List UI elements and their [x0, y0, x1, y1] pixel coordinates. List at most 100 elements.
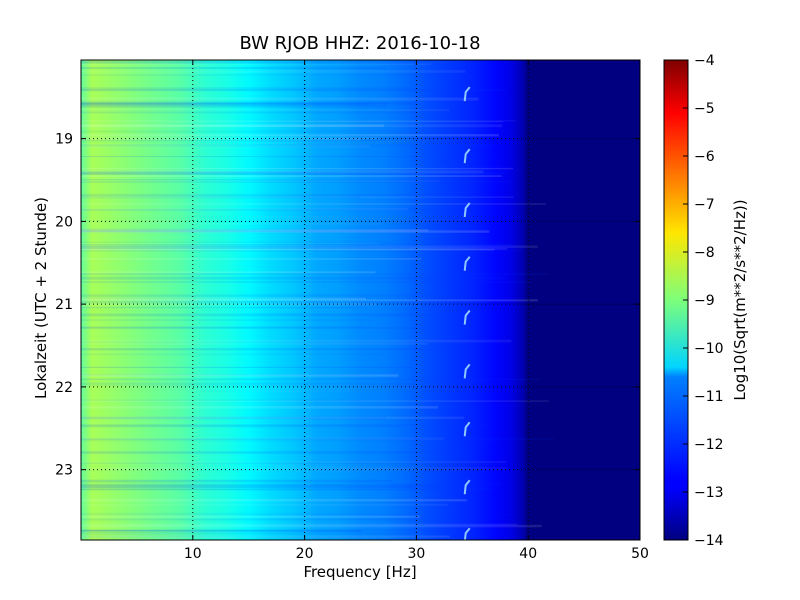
time-stripe: [81, 273, 548, 275]
time-stripe: [81, 467, 508, 470]
time-stripe: [81, 139, 390, 142]
time-stripe: [81, 529, 362, 533]
time-stripe: [81, 249, 523, 252]
time-stripe: [81, 382, 416, 386]
time-stripe: [81, 246, 410, 250]
time-stripe: [81, 180, 440, 182]
time-stripe: [81, 400, 549, 402]
spectrum-background: [81, 60, 640, 540]
time-stripe: [81, 297, 367, 300]
time-stripe: [81, 167, 514, 170]
time-stripe: [81, 276, 506, 280]
time-stripe: [81, 87, 411, 90]
line-artifact: [463, 148, 471, 164]
line-artifact: [463, 86, 471, 102]
time-stripe: [81, 499, 468, 502]
colorbar-ticks: −4 −5 −6 −7 −8 −9 −10 −11 −12 −13 −14: [683, 53, 724, 549]
time-stripe: [81, 109, 450, 111]
time-stripe: [81, 134, 499, 137]
time-stripe: [81, 293, 451, 296]
time-stripe: [81, 171, 506, 175]
time-stripe: [81, 172, 492, 175]
time-stripe: [81, 503, 449, 506]
time-stripe: [81, 535, 490, 538]
time-stripe: [81, 438, 555, 440]
time-stripe: [81, 299, 538, 302]
time-stripe: [81, 121, 503, 123]
time-stripe: [81, 483, 502, 486]
x-tick-label: 10: [184, 546, 202, 562]
time-stripe: [81, 248, 495, 251]
time-stripe: [81, 170, 484, 174]
time-stripe: [81, 228, 429, 232]
time-stripe: [81, 144, 493, 147]
time-stripe: [81, 300, 485, 304]
y-axis-label: Lokalzeit (UTC + 2 Stunde): [32, 197, 50, 399]
time-stripe: [81, 196, 514, 198]
time-stripe: [81, 416, 387, 420]
time-stripe: [81, 281, 530, 283]
time-stripe: [81, 244, 516, 247]
chart-title: BW RJOB HHZ: 2016-10-18: [239, 33, 480, 54]
x-tick-label: 40: [519, 546, 537, 562]
time-stripe: [81, 313, 443, 317]
colorbar-tick-label: −10: [694, 341, 724, 357]
time-stripe: [81, 196, 361, 199]
time-stripe: [81, 485, 442, 488]
plot-area: [81, 60, 640, 540]
time-stripe: [81, 486, 428, 488]
time-stripe: [81, 258, 422, 260]
time-stripe: [81, 179, 455, 181]
line-artifact: [463, 479, 471, 495]
time-stripe: [81, 110, 440, 113]
y-tick-label: 20: [55, 214, 73, 230]
time-stripe: [81, 223, 381, 225]
time-stripe: [81, 339, 512, 343]
time-stripe: [81, 230, 490, 233]
time-stripe: [81, 327, 472, 329]
colorbar-tick-label: −8: [694, 245, 715, 261]
time-stripe: [81, 523, 517, 526]
line-artifact: [463, 202, 471, 218]
time-stripe: [81, 180, 514, 183]
time-stripe: [81, 193, 428, 197]
time-stripe: [81, 303, 376, 306]
x-tick-label: 30: [407, 546, 425, 562]
time-stripe: [81, 489, 472, 491]
time-stripe: [81, 144, 371, 148]
time-stripe: [81, 245, 538, 249]
time-stripe: [81, 102, 421, 105]
time-stripe: [81, 366, 413, 368]
colorbar-tick-label: −13: [694, 485, 724, 501]
time-stripe: [81, 103, 370, 106]
line-artifact: [463, 363, 471, 379]
time-stripe: [81, 439, 499, 442]
time-stripe: [81, 451, 471, 454]
time-stripe: [81, 348, 447, 351]
y-tick-label: 22: [55, 380, 73, 396]
colorbar-tick-label: −5: [694, 101, 715, 117]
time-stripe: [81, 437, 445, 440]
time-stripe: [81, 139, 361, 141]
time-stripe: [81, 124, 384, 127]
time-stripe: [81, 63, 431, 66]
time-stripe: [81, 326, 366, 328]
colorbar-tick-label: −11: [694, 389, 724, 405]
time-stripe: [81, 156, 464, 158]
colorbar-tick-label: −4: [694, 53, 715, 69]
time-stripe: [81, 101, 389, 105]
line-artifact: [463, 256, 471, 271]
time-stripe: [81, 343, 428, 345]
line-artifacts: [463, 86, 471, 540]
grid-lines: [81, 60, 640, 540]
time-stripe: [81, 512, 378, 514]
time-stripe: [81, 532, 413, 535]
time-stripe: [81, 425, 402, 428]
colorbar-tick-label: −6: [694, 149, 715, 165]
time-stripe: [81, 247, 508, 250]
time-stripe: [81, 374, 399, 377]
x-tick-label: 20: [296, 546, 314, 562]
y-axis-ticks: 19 20 21 22 23: [55, 132, 640, 479]
time-stripe: [81, 515, 420, 518]
x-axis-ticks: 10 20 30 40 50: [184, 60, 649, 562]
